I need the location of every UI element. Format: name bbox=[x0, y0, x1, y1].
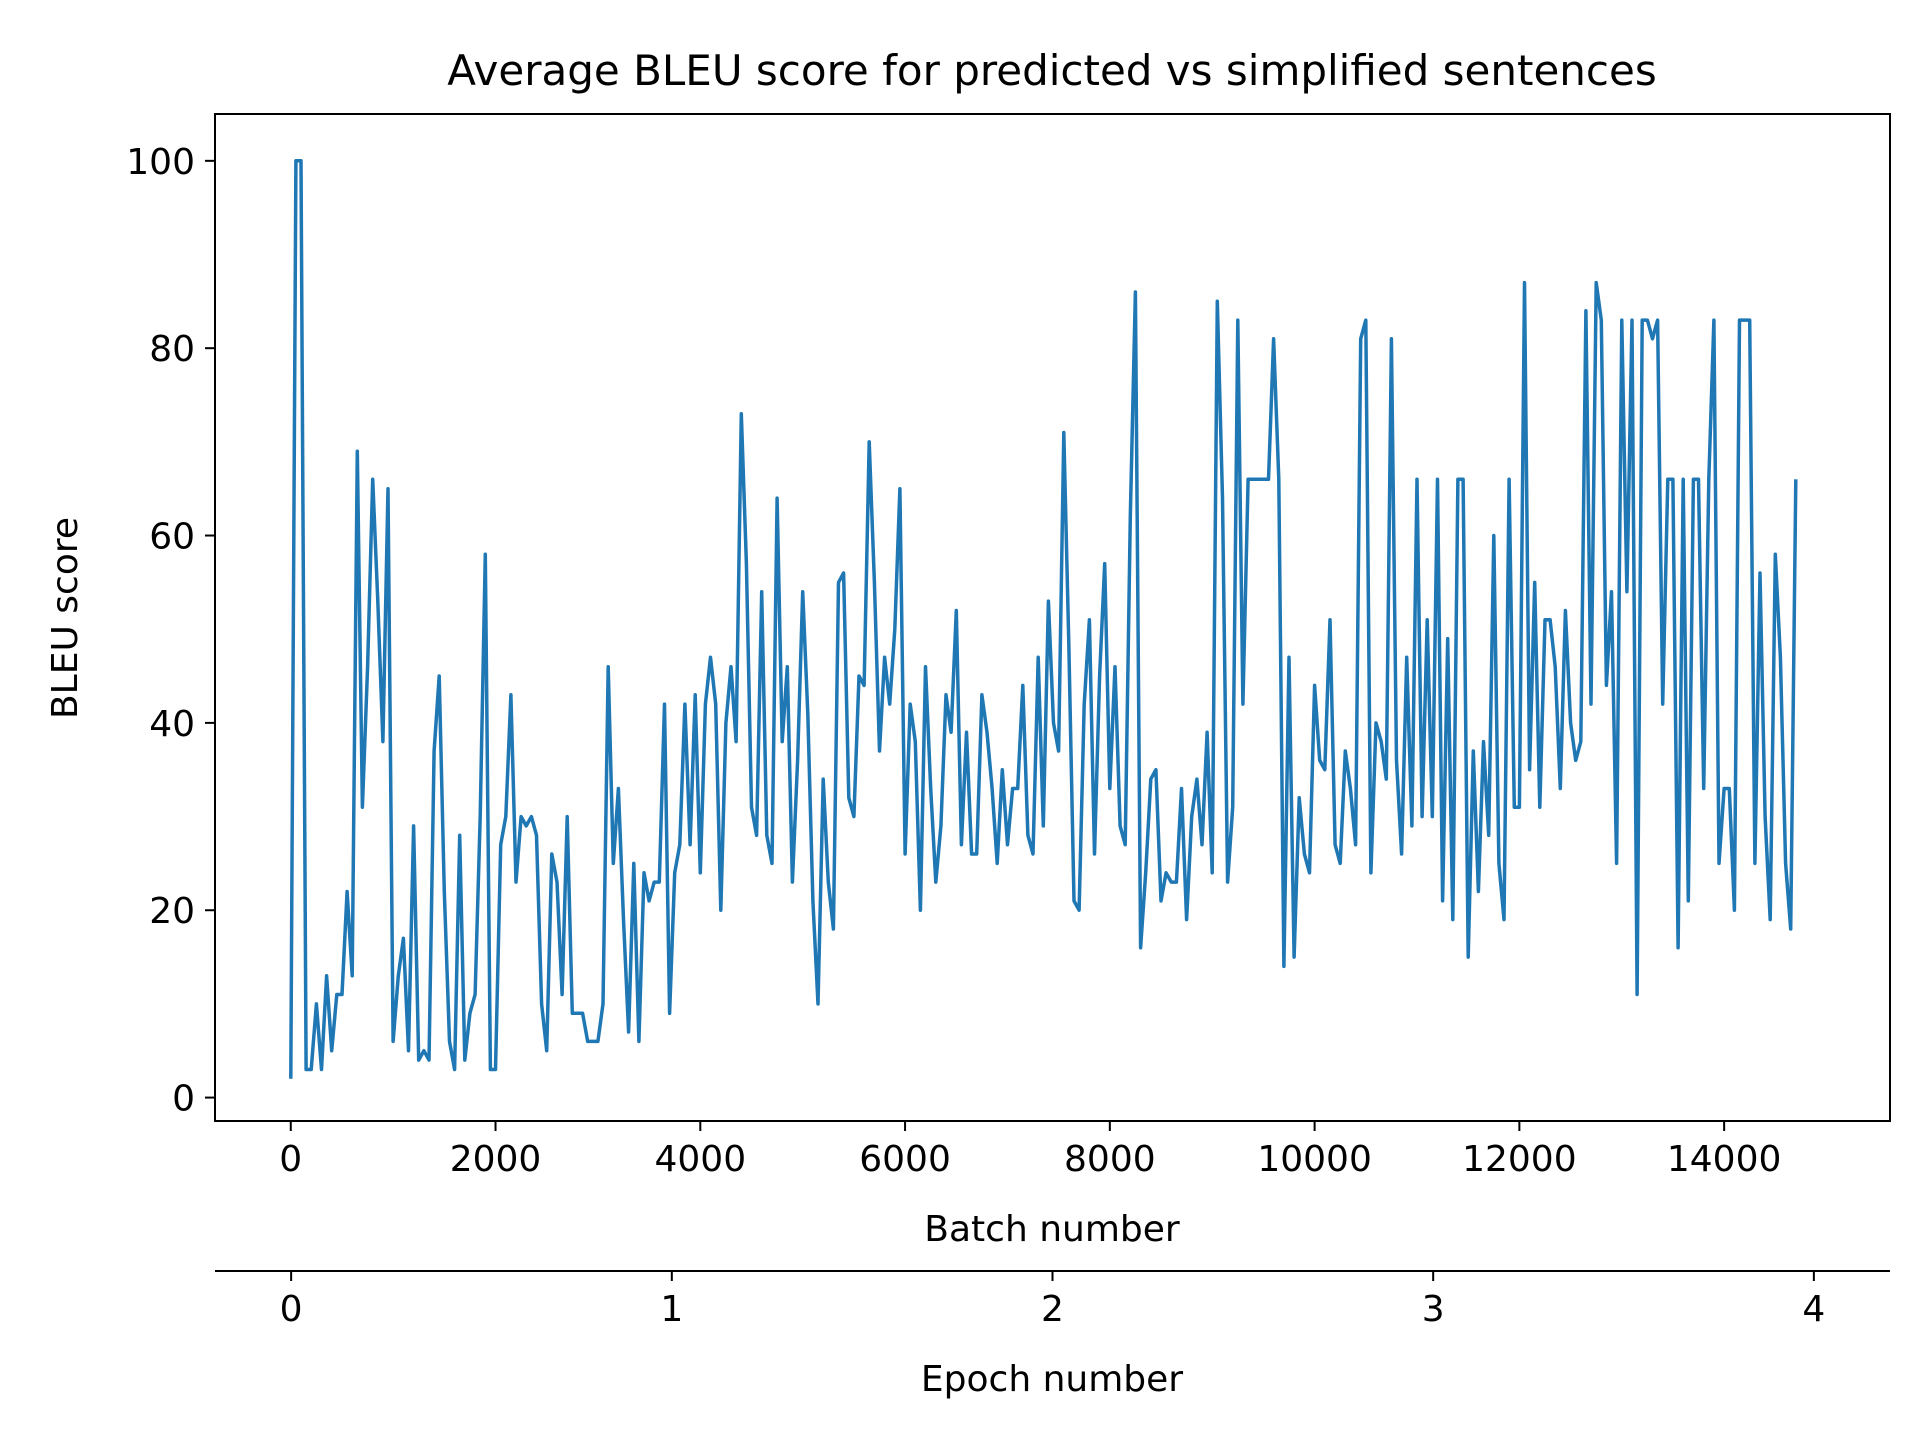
x-tick-label: 12000 bbox=[1462, 1139, 1577, 1180]
x-tick-label: 14000 bbox=[1667, 1139, 1782, 1180]
x-tick-label: 6000 bbox=[859, 1139, 951, 1180]
epoch-tick-label: 3 bbox=[1422, 1289, 1445, 1330]
epoch-tick-label: 0 bbox=[280, 1289, 303, 1330]
x-tick-label: 8000 bbox=[1064, 1139, 1156, 1180]
epoch-tick-label: 4 bbox=[1802, 1289, 1825, 1330]
y-tick-label: 20 bbox=[149, 891, 195, 932]
plot-frame bbox=[214, 113, 1891, 1122]
x-tick-label: 0 bbox=[279, 1139, 302, 1180]
chart-title: Average BLEU score for predicted vs simp… bbox=[447, 46, 1657, 95]
epoch-axis-label: Epoch number bbox=[921, 1359, 1183, 1400]
epoch-tick-label: 1 bbox=[660, 1289, 683, 1330]
y-tick-label: 80 bbox=[149, 329, 195, 370]
x-tick-label: 4000 bbox=[654, 1139, 746, 1180]
x-axis-label: Batch number bbox=[924, 1209, 1180, 1250]
epoch-tick-label: 2 bbox=[1041, 1289, 1064, 1330]
y-tick-label: 100 bbox=[126, 142, 195, 183]
x-tick-label: 2000 bbox=[450, 1139, 542, 1180]
y-axis-label: BLEU score bbox=[45, 517, 86, 719]
y-tick-label: 60 bbox=[149, 517, 195, 558]
plot-layer bbox=[289, 159, 1798, 1079]
y-tick-label: 0 bbox=[172, 1079, 195, 1120]
series-line-0 bbox=[289, 159, 1798, 1079]
x-tick-label: 10000 bbox=[1257, 1139, 1372, 1180]
y-tick-label: 40 bbox=[149, 704, 195, 745]
axis-layer: 0 2000 4000 6000 8000 10000 12000 1400002040608… bbox=[126, 142, 1825, 1330]
